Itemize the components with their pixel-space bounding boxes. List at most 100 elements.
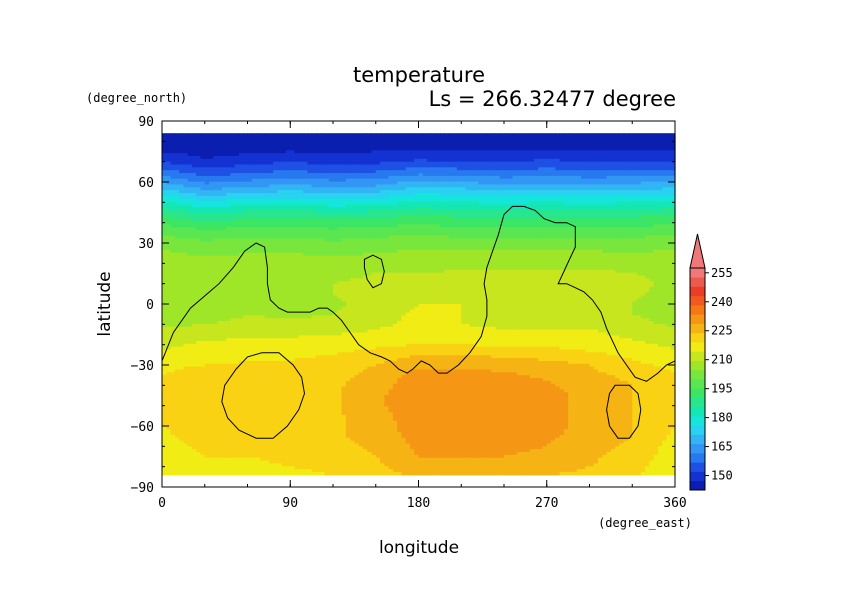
x-axis-label: longitude	[379, 538, 459, 558]
field-cell	[649, 138, 655, 143]
field-cell	[226, 161, 232, 166]
field-cell	[234, 133, 240, 137]
field-cell	[427, 147, 432, 151]
field-cell	[217, 147, 223, 151]
field-cell	[307, 144, 313, 149]
field-cell	[649, 133, 655, 137]
field-cell	[221, 153, 227, 157]
field-cell	[653, 133, 659, 137]
field-cell	[230, 136, 236, 140]
field-cell	[405, 138, 411, 143]
field-cell	[238, 141, 244, 146]
field-cell	[221, 158, 227, 163]
field-cell	[602, 158, 608, 163]
field-cell	[204, 147, 210, 151]
field-cell	[516, 155, 522, 160]
field-cell	[636, 133, 642, 137]
field-cell	[465, 133, 471, 137]
field-cell	[294, 133, 300, 137]
field-cell	[623, 153, 629, 157]
field-cell	[388, 136, 394, 140]
field-cell	[230, 147, 236, 151]
field-cell	[217, 155, 223, 160]
field-cell	[273, 155, 279, 160]
field-cell	[431, 161, 437, 166]
field-cell	[533, 138, 539, 143]
field-cell	[589, 155, 595, 160]
field-cell	[559, 136, 565, 140]
field-cell	[512, 144, 518, 149]
field-cell	[448, 150, 454, 154]
field-cell	[238, 153, 244, 157]
field-cell	[217, 141, 223, 146]
field-cell	[448, 138, 454, 143]
field-cell	[653, 155, 659, 160]
field-cell	[602, 136, 608, 140]
field-cell	[328, 133, 334, 137]
field-cell	[427, 161, 432, 166]
field-cell	[580, 147, 586, 151]
field-cell	[580, 138, 586, 143]
field-cell	[273, 161, 279, 166]
field-cell	[170, 153, 176, 157]
field-cell	[563, 158, 569, 163]
field-cell	[405, 144, 411, 149]
field-cell	[559, 141, 565, 146]
field-cell	[538, 136, 544, 140]
field-cell	[277, 136, 283, 140]
field-cell	[563, 150, 569, 154]
field-cell	[324, 150, 330, 154]
field-cell	[636, 153, 642, 157]
field-cell	[409, 147, 415, 151]
field-cell	[572, 158, 578, 163]
field-cell	[183, 133, 189, 137]
field-cell	[251, 147, 257, 151]
field-cell	[418, 133, 424, 137]
field-cell	[388, 147, 394, 151]
field-cell	[465, 155, 471, 160]
field-cell	[268, 141, 274, 146]
field-cell	[392, 147, 398, 151]
field-cell	[469, 150, 475, 154]
field-cell	[256, 144, 261, 149]
field-cell	[333, 158, 338, 163]
field-cell	[333, 153, 338, 157]
field-cell	[311, 141, 317, 146]
field-cell	[277, 138, 283, 143]
field-cell	[538, 155, 544, 160]
field-cell	[324, 133, 330, 137]
field-cell	[345, 138, 351, 143]
field-cell	[260, 155, 266, 160]
field-cell	[619, 147, 625, 151]
field-cell	[465, 161, 471, 166]
field-cell	[234, 144, 240, 149]
field-cell	[179, 161, 184, 166]
field-cell	[243, 141, 249, 146]
field-cell	[666, 136, 672, 140]
field-cell	[333, 144, 338, 149]
field-cell	[593, 150, 599, 154]
field-cell	[273, 138, 279, 143]
field-cell	[418, 141, 424, 146]
field-cell	[328, 141, 334, 146]
field-cell	[431, 138, 437, 143]
field-cell	[469, 147, 475, 151]
field-cell	[414, 136, 420, 140]
field-cell	[452, 155, 458, 160]
field-cell	[337, 161, 343, 166]
field-cell	[183, 144, 189, 149]
field-cell	[162, 133, 167, 137]
field-cell	[576, 133, 582, 137]
field-cell	[559, 155, 565, 160]
field-cell	[213, 144, 219, 149]
field-cell	[499, 153, 505, 157]
field-cell	[221, 147, 227, 151]
field-cell	[486, 153, 492, 157]
field-cell	[546, 153, 552, 157]
field-cell	[619, 138, 625, 143]
field-cell	[559, 138, 565, 143]
field-cell	[307, 136, 313, 140]
field-cell	[414, 141, 420, 146]
field-cell	[439, 147, 445, 151]
field-cell	[456, 147, 462, 151]
